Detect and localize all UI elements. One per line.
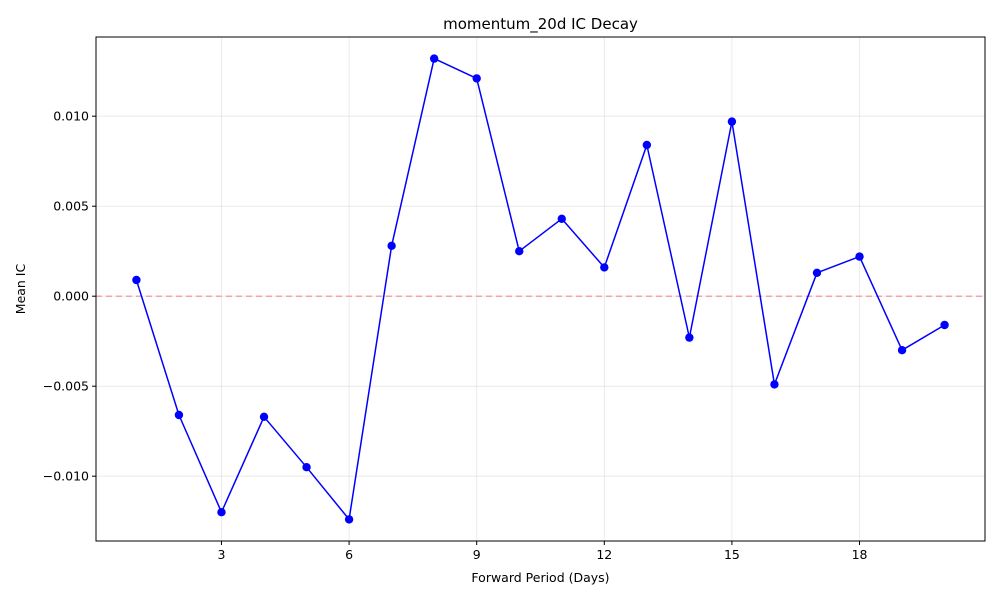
chart-title: momentum_20d IC Decay <box>443 15 638 34</box>
data-point <box>812 268 822 277</box>
data-point <box>344 515 354 524</box>
data-point <box>515 247 524 256</box>
x-tick-label: 12 <box>596 547 612 562</box>
y-tick-label: 0.005 <box>53 199 89 214</box>
x-tick-label: 3 <box>218 547 226 562</box>
data-point <box>472 74 481 83</box>
data-point <box>940 320 949 330</box>
data-point <box>855 252 864 261</box>
data-point <box>642 140 652 150</box>
data-point <box>132 275 141 285</box>
x-tick-label: 6 <box>345 547 353 562</box>
x-tick-label: 15 <box>724 547 740 562</box>
y-tick-label: 0.010 <box>53 109 89 124</box>
y-tick-label: −0.005 <box>43 379 89 394</box>
data-point <box>600 263 609 272</box>
data-point <box>727 117 737 126</box>
x-axis-ticks: 3 6 9 12 15 18 <box>218 541 868 562</box>
data-point <box>770 380 779 389</box>
y-axis-ticks: −0.010 −0.005 0.000 0.005 0.010 <box>43 109 96 484</box>
data-point <box>685 333 694 342</box>
y-tick-label: −0.010 <box>43 469 89 484</box>
series-line <box>135 57 945 521</box>
series-group <box>132 54 949 524</box>
data-point <box>387 241 396 250</box>
x-tick-label: 18 <box>852 547 868 562</box>
data-point <box>557 214 566 223</box>
data-point <box>259 412 269 421</box>
data-point <box>174 410 184 420</box>
data-point <box>897 346 907 355</box>
data-point <box>217 508 226 517</box>
data-point <box>302 463 311 472</box>
y-axis-label: Mean IC <box>13 264 28 315</box>
data-point <box>429 54 439 63</box>
y-tick-label: 0.000 <box>53 289 89 304</box>
x-tick-label: 9 <box>473 547 481 562</box>
x-axis-label: Forward Period (Days) <box>471 570 609 585</box>
plot-area-frame <box>95 36 986 542</box>
